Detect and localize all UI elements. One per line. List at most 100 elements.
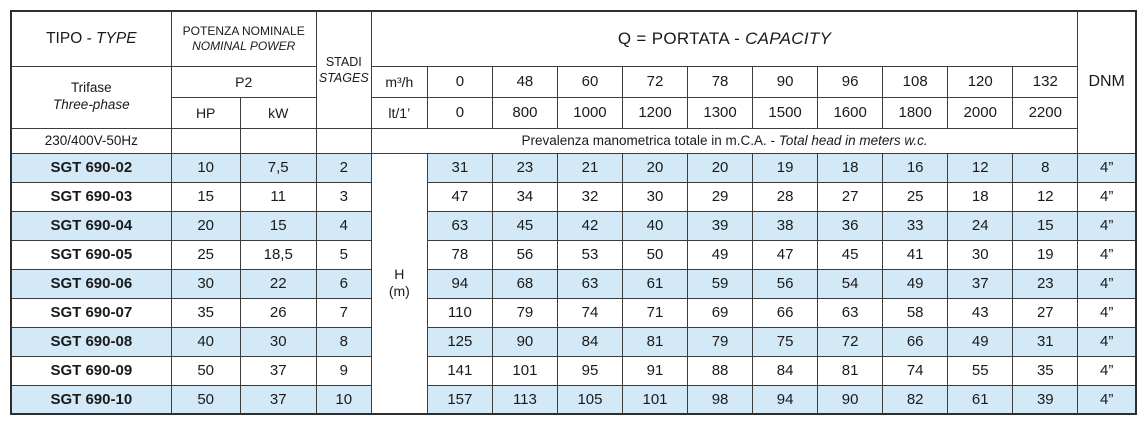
head-value-cell: 39 <box>687 210 754 241</box>
p2-header: P2 <box>170 65 317 98</box>
head-value-cell: 79 <box>687 326 754 357</box>
head-value-cell: 69 <box>687 297 754 328</box>
head-value-cell: 63 <box>556 268 623 299</box>
head-value-cell: 12 <box>1012 181 1079 212</box>
stages-cell: 6 <box>315 268 372 299</box>
kw-cell: 22 <box>239 268 317 299</box>
head-value-cell: 47 <box>426 181 493 212</box>
capacity-label-it: Q = PORTATA - <box>617 28 746 48</box>
table-row: SGT 690-08 40 30 8 125 90 84 81 79 75 72 66 49 31 4” <box>10 326 1137 357</box>
pump-type-cell: SGT 690-07 <box>10 297 172 328</box>
head-value-cell: 94 <box>752 384 819 415</box>
table-row: SGT 690-03 15 11 3 47 34 32 30 29 28 27 25 18 12 4” <box>10 181 1137 212</box>
head-value-cell: 49 <box>947 326 1014 357</box>
lt-value: 1600 <box>817 96 884 129</box>
head-value-cell: 35 <box>1012 355 1079 386</box>
head-value-cell: 49 <box>687 239 754 270</box>
table-row: SGT 690-10 50 37 10 157 113 105 101 98 94 90 82 61 39… <box>10 384 1137 415</box>
head-value-cell: 41 <box>882 239 949 270</box>
phase-header: Trifase Three-phase <box>10 65 172 129</box>
lt-value: 1000 <box>556 96 623 129</box>
tipo-type-header: TIPO - TYPE <box>10 10 172 67</box>
head-value-cell: 90 <box>491 326 558 357</box>
dnm-cell: 4” <box>1077 239 1137 270</box>
kw-cell: 26 <box>239 297 317 328</box>
data-rows: SGT 690-02 10 7,5 2 H (m) 31 23 21 20 20 19 18 16 12 8 4… <box>10 152 1137 415</box>
capacity-header: Q = PORTATA - CAPACITY <box>370 10 1079 67</box>
head-value-cell: 31 <box>1012 326 1079 357</box>
lt-value: 1800 <box>882 96 949 129</box>
head-value-cell: 40 <box>621 210 689 241</box>
table-row: SGT 690-02 10 7,5 2 H (m) 31 23 21 20 20 19 18 16 12 8 4… <box>10 152 1137 415</box>
head-value-cell: 157 <box>426 384 493 415</box>
lt-value: 1500 <box>752 96 819 129</box>
empty-cell <box>170 127 241 154</box>
table-row: SGT 690-06 30 22 6 94 68 63 61 59 56 54 49 37 23 4” <box>10 268 1137 299</box>
head-value-cell: 28 <box>752 181 819 212</box>
head-value-cell: 12 <box>947 152 1014 183</box>
dnm-cell: 4” <box>1077 210 1137 241</box>
table-row: SGT 690-05 25 18,5 5 78 56 53 50 49 47 45 41 30 19 4” <box>10 239 1137 270</box>
head-value-cell: 125 <box>426 326 493 357</box>
kw-cell: 11 <box>239 181 317 212</box>
m3h-value: 48 <box>491 65 558 98</box>
head-value-cell: 141 <box>426 355 493 386</box>
table-row: SGT 690-07 35 26 7 110 79 74 71 69 66 63 58 43 27 4” <box>10 297 1137 328</box>
hp-header: HP <box>170 96 241 129</box>
head-value-cell: 91 <box>621 355 689 386</box>
head-value-cell: 101 <box>621 384 689 415</box>
empty-cell <box>239 127 317 154</box>
head-value-cell: 38 <box>752 210 819 241</box>
head-value-cell: 42 <box>556 210 623 241</box>
head-meters-label: H (m) <box>370 152 428 415</box>
hp-cell: 30 <box>170 268 241 299</box>
head-value-cell: 58 <box>882 297 949 328</box>
head-value-cell: 110 <box>426 297 493 328</box>
nominal-power-header: POTENZA NOMINALE NOMINAL POWER <box>170 10 317 67</box>
pump-spec-table: TIPO - TYPE POTENZA NOMINALE NOMINAL POW… <box>10 10 1137 415</box>
dnm-cell: 4” <box>1077 181 1137 212</box>
total-head-caption-it: Prevalenza manometrica totale in m.C.A. … <box>521 133 779 148</box>
head-value-cell: 74 <box>882 355 949 386</box>
head-value-cell: 30 <box>947 239 1014 270</box>
hp-cell: 15 <box>170 181 241 212</box>
lt-value: 1200 <box>621 96 689 129</box>
kw-cell: 37 <box>239 384 317 415</box>
head-value-cell: 94 <box>426 268 493 299</box>
lt-value: 2000 <box>947 96 1014 129</box>
table-row: SGT 690-09 50 37 9 141 101 95 91 88 84 81 74 55 35 4” <box>10 355 1137 386</box>
head-value-cell: 20 <box>687 152 754 183</box>
head-value-cell: 39 <box>1012 384 1079 415</box>
m3h-value: 60 <box>556 65 623 98</box>
head-value-cell: 79 <box>491 297 558 328</box>
stages-cell: 4 <box>315 210 372 241</box>
head-value-cell: 50 <box>621 239 689 270</box>
head-value-cell: 20 <box>621 152 689 183</box>
pump-type-cell: SGT 690-10 <box>10 384 172 415</box>
head-value-cell: 66 <box>752 297 819 328</box>
head-value-cell: 82 <box>882 384 949 415</box>
head-value-cell: 54 <box>817 268 884 299</box>
head-value-cell: 74 <box>556 297 623 328</box>
head-value-cell: 59 <box>687 268 754 299</box>
nominal-power-label-it: POTENZA NOMINALE <box>182 23 305 38</box>
phase-label-en: Three-phase <box>53 97 130 112</box>
head-value-cell: 18 <box>817 152 884 183</box>
head-value-cell: 53 <box>556 239 623 270</box>
head-value-cell: 18 <box>947 181 1014 212</box>
m3h-unit-label: m³/h <box>370 65 428 98</box>
head-value-cell: 30 <box>621 181 689 212</box>
head-value-cell: 25 <box>882 181 949 212</box>
head-value-cell: 68 <box>491 268 558 299</box>
dnm-cell: 4” <box>1077 297 1137 328</box>
head-value-cell: 23 <box>1012 268 1079 299</box>
head-value-cell: 27 <box>1012 297 1079 328</box>
voltage-label: 230/400V-50Hz <box>10 127 172 154</box>
pump-type-cell: SGT 690-04 <box>10 210 172 241</box>
head-value-cell: 81 <box>817 355 884 386</box>
table-row: SGT 690-04 20 15 4 63 45 42 40 39 38 36 33 24 15 4” <box>10 210 1137 241</box>
hp-cell: 35 <box>170 297 241 328</box>
dnm-cell: 4” <box>1077 326 1137 357</box>
head-value-cell: 56 <box>752 268 819 299</box>
stages-label-en: STAGES <box>318 70 369 85</box>
